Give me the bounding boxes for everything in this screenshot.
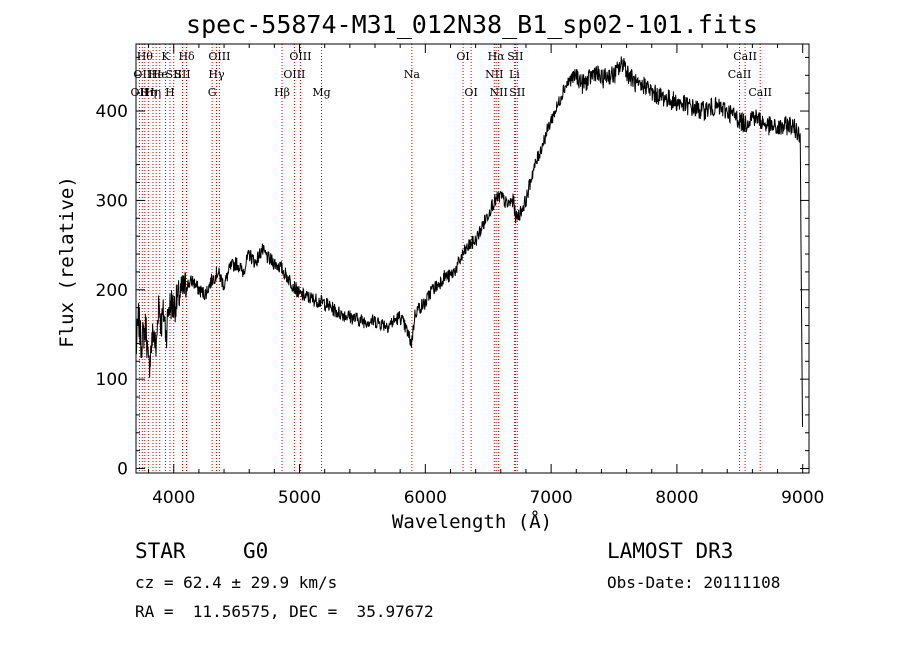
line-label-10: SII: [174, 68, 190, 81]
y-tick-label-0: 0: [117, 460, 128, 480]
line-label-3: Hη: [140, 86, 156, 99]
line-label-2: Hθ: [137, 50, 154, 63]
line-label-13: Hγ: [208, 68, 225, 81]
line-label-19: Na: [404, 68, 421, 81]
line-label-18: Mg: [312, 86, 330, 99]
y-tick-label-400: 400: [96, 102, 128, 122]
line-label-0: OII: [131, 86, 149, 99]
line-label-15: Hβ: [274, 86, 290, 99]
line-label-24: NII: [490, 86, 508, 99]
spectral-line-markers: [138, 44, 761, 473]
line-label-23: Hα: [488, 50, 506, 63]
y-axis: 0 100 200 300 400: [96, 56, 809, 480]
survey-label: LAMOST DR3: [607, 539, 734, 563]
line-label-26: SII: [507, 50, 523, 63]
spectrum-series: [135, 56, 803, 428]
line-label-22: NII: [485, 68, 503, 81]
line-label-9: SII: [166, 68, 182, 81]
redshift-text: cz = 62.4 ± 29.9 km/s: [135, 573, 338, 592]
x-axis-label: Wavelength (Å): [392, 510, 552, 533]
x-tick-label-6000: 6000: [404, 488, 447, 508]
object-class: STAR: [135, 539, 186, 563]
line-label-20: OI: [456, 50, 469, 63]
y-tick-label-100: 100: [96, 370, 128, 390]
spectral-line-labels: OIIOIIHθHηHηHeHeKHSIISIIHδGHγOIIIHβOIIIO…: [131, 50, 772, 99]
obs-date-text: Obs-Date: 20111108: [607, 573, 781, 592]
line-label-12: G: [208, 86, 217, 99]
line-label-7: K: [161, 50, 170, 63]
line-label-6: He: [152, 68, 168, 81]
line-label-21: OI: [464, 86, 477, 99]
line-label-25: Li: [509, 68, 520, 81]
object-subclass: G0: [243, 539, 269, 563]
x-tick-label-7000: 7000: [529, 488, 572, 508]
x-tick-label-8000: 8000: [655, 488, 698, 508]
line-label-5: He: [148, 68, 164, 81]
x-tick-label-5000: 5000: [278, 488, 321, 508]
chart-title: spec-55874-M31_012N38_B1_sp02-101.fits: [186, 10, 758, 39]
line-label-30: CaII: [748, 86, 772, 99]
y-axis-label: Flux (relative): [56, 176, 78, 348]
line-label-27: SII: [509, 86, 525, 99]
line-label-28: CaII: [728, 68, 752, 81]
line-label-8: H: [165, 86, 175, 99]
y-tick-label-200: 200: [96, 281, 128, 301]
line-label-16: OIII: [283, 68, 305, 81]
x-axis: 4000 5000 6000 7000 8000 9000: [148, 44, 824, 508]
y-tick-label-300: 300: [96, 191, 128, 211]
line-label-4: Hη: [145, 86, 161, 99]
line-label-29: CaII: [733, 50, 757, 63]
x-tick-label-9000: 9000: [781, 488, 824, 508]
x-tick-label-4000: 4000: [152, 488, 195, 508]
line-label-17: OIII: [289, 50, 311, 63]
coordinates-text: RA = 11.56575, DEC = 35.97672: [135, 602, 434, 621]
line-label-14: OIII: [208, 50, 230, 63]
line-label-11: Hδ: [178, 50, 195, 63]
plot-frame: [135, 43, 810, 474]
line-label-1: OII: [133, 68, 151, 81]
spectrum-line: [135, 56, 803, 428]
